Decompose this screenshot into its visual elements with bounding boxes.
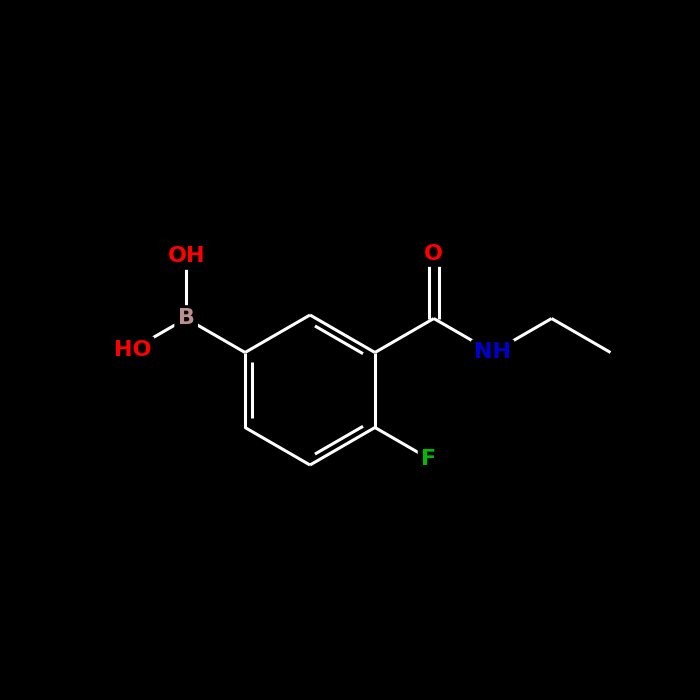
Text: HO: HO [113,340,151,360]
Text: NH: NH [474,342,511,363]
Text: O: O [424,244,443,263]
Text: OH: OH [167,246,205,267]
Text: B: B [178,309,195,328]
Text: F: F [421,449,436,468]
